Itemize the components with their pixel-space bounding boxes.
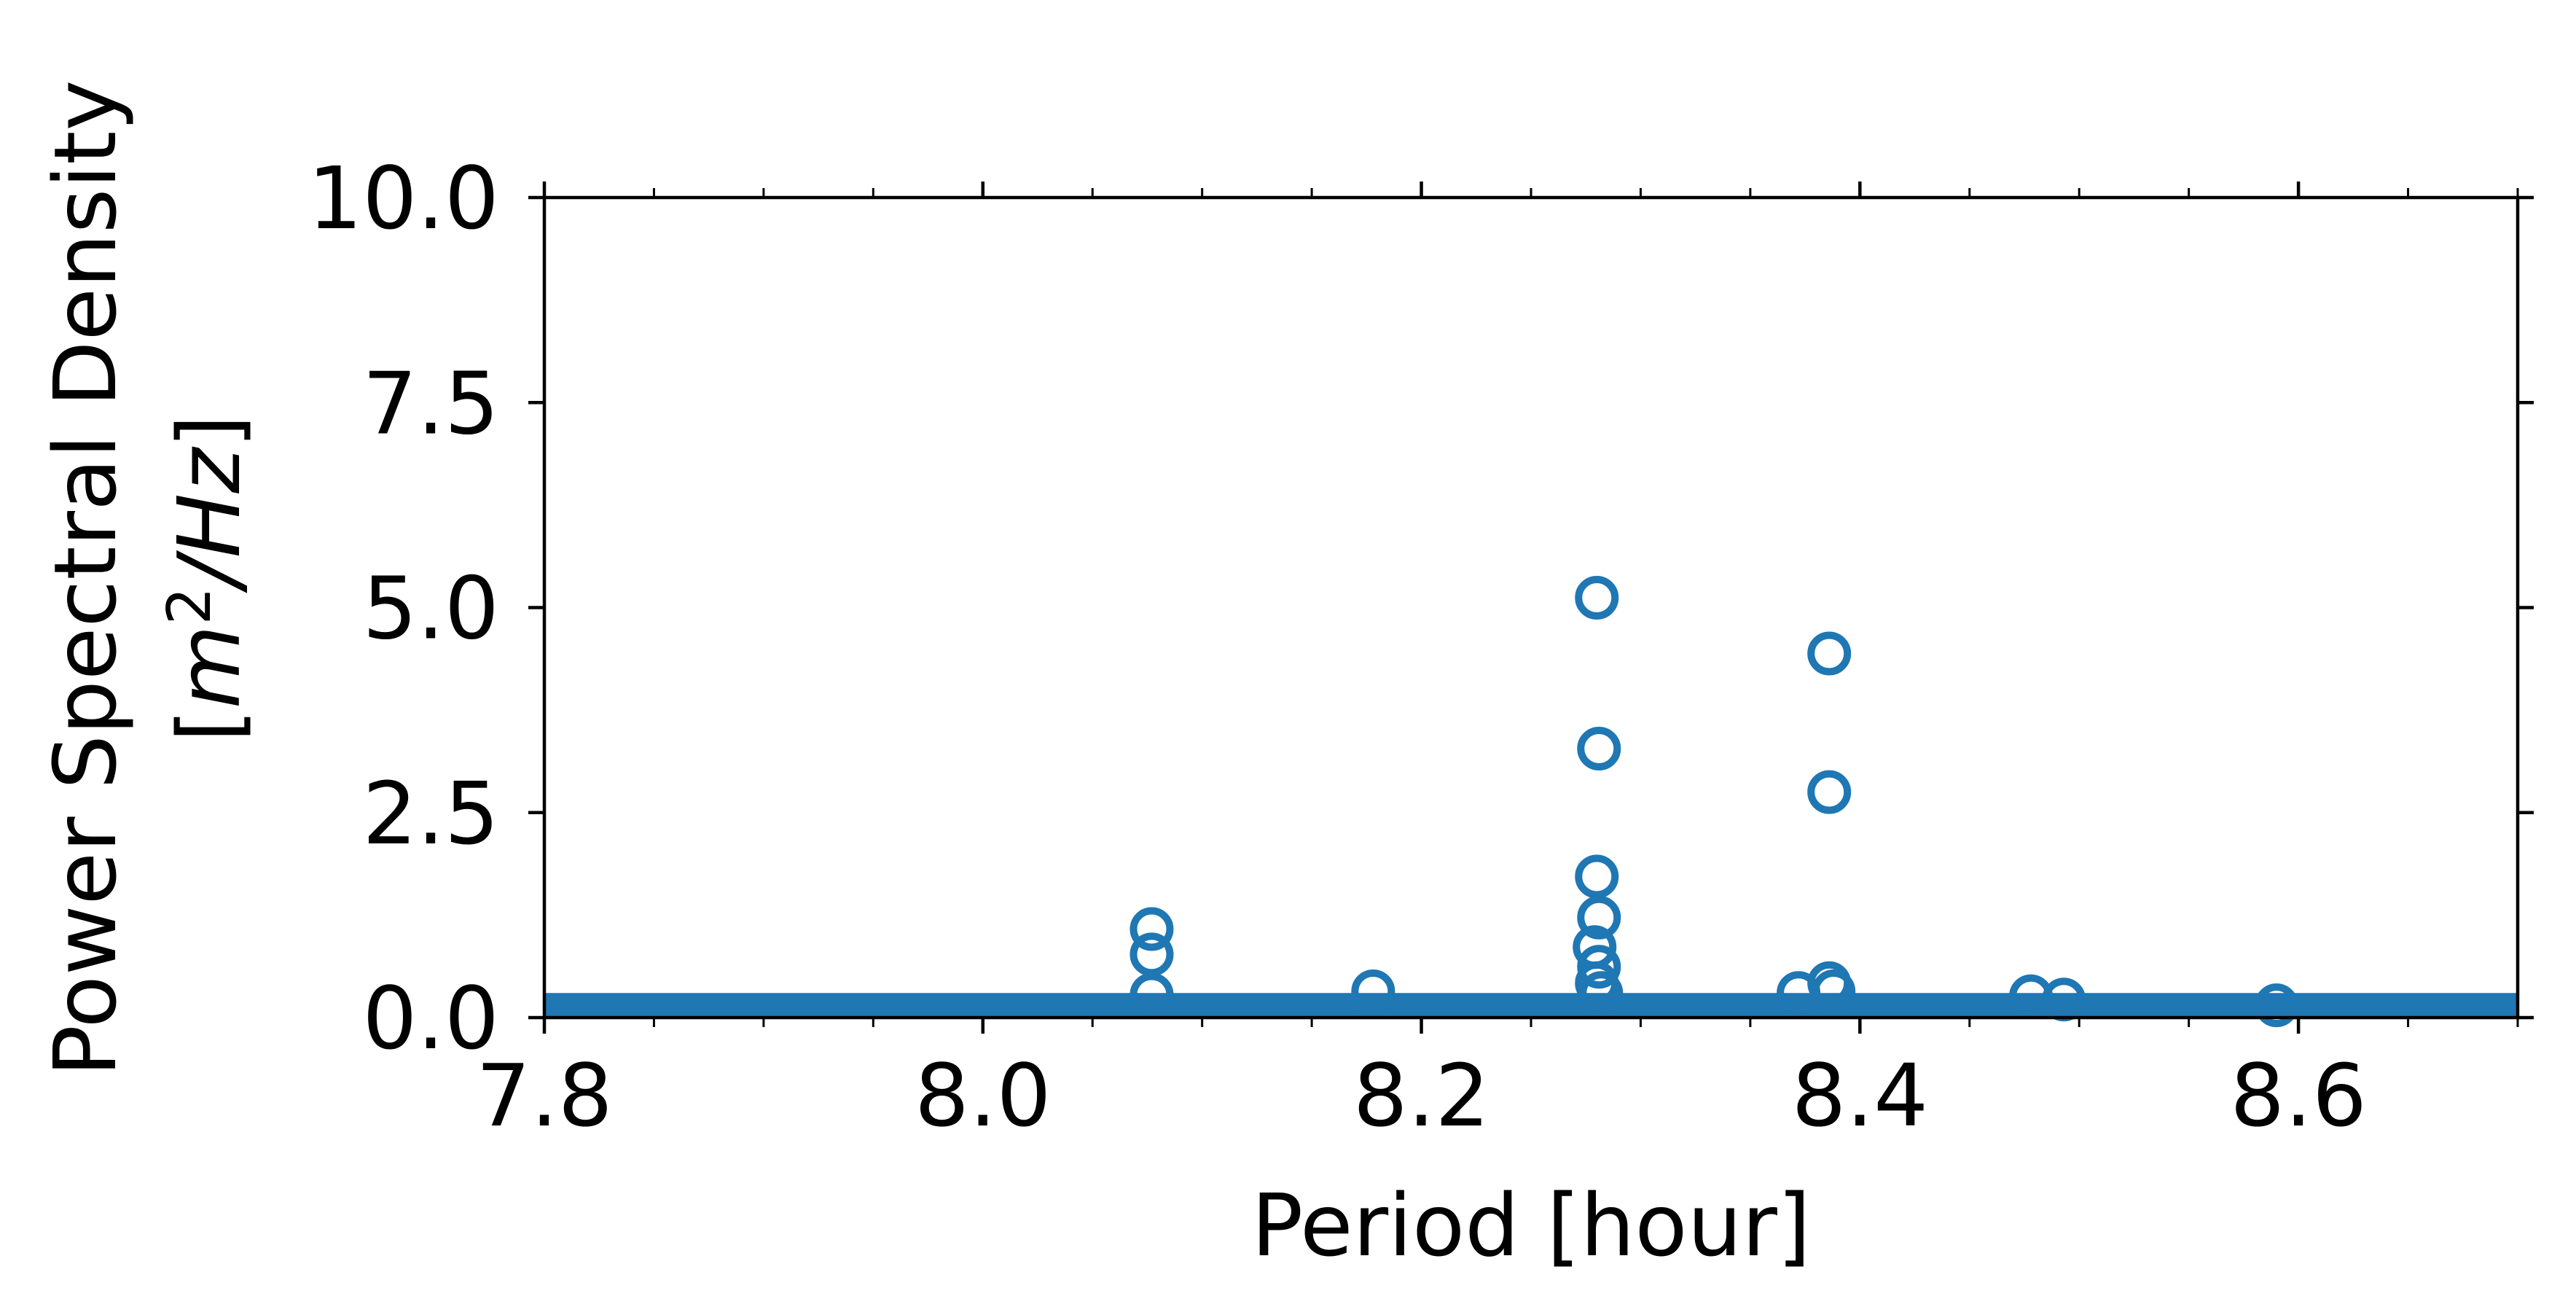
- unit-rest: /Hz: [159, 446, 259, 593]
- x-tick-label-4: 8.6: [2230, 1045, 2367, 1146]
- x-tick-label-1: 8.0: [915, 1045, 1052, 1146]
- x-tick-label-3: 8.4: [1791, 1045, 1928, 1146]
- data-point-5: [1577, 727, 1621, 770]
- data-point-19: [2255, 983, 2299, 1028]
- data-point-11: [1579, 971, 1624, 1015]
- y-axis-title-unit: [m2/Hz]: [155, 415, 259, 743]
- y-tick-labels: 0.0 2.5 5.0 7.5 10.0: [308, 148, 499, 1069]
- unit-exponent: 2: [155, 587, 224, 625]
- y-axis-title-line1: Power Spectral Density: [35, 80, 136, 1077]
- data-point-9: [1577, 945, 1621, 989]
- data-point-3: [1351, 969, 1395, 1013]
- data-point-7: [1577, 895, 1621, 940]
- baseline-band-layer: [544, 993, 2518, 1018]
- unit-close-bracket: ]: [159, 415, 259, 448]
- unit-base: m: [159, 625, 259, 709]
- y-tick-label-4: 10.0: [308, 148, 499, 249]
- data-point-0: [1130, 907, 1174, 951]
- y-tick-label-2: 5.0: [362, 558, 499, 659]
- x-tick-labels: 7.8 8.0 8.2 8.4 8.6: [476, 1045, 2367, 1146]
- data-point-6: [1575, 854, 1619, 899]
- y-axis-title: Power Spectral Density [m2/Hz]: [35, 80, 259, 1077]
- data-point-12: [1807, 631, 1852, 676]
- data-point-13: [1807, 770, 1852, 814]
- data-points-layer: [1130, 576, 2299, 1028]
- x-axis-title: Period [hour]: [1251, 1175, 1811, 1276]
- axis-ticks-layer: [528, 182, 2534, 1034]
- data-point-4: [1575, 576, 1619, 620]
- x-tick-label-0: 7.8: [476, 1045, 613, 1146]
- y-tick-label-0: 0.0: [362, 968, 499, 1069]
- y-tick-label-1: 2.5: [362, 763, 499, 864]
- data-point-16: [1812, 969, 1856, 1013]
- x-tick-label-2: 8.2: [1353, 1045, 1490, 1146]
- unit-open-bracket: [: [159, 709, 259, 742]
- data-point-1: [1130, 932, 1174, 977]
- plot-area-frame: [542, 195, 2520, 1020]
- data-point-2: [1130, 972, 1174, 1017]
- baseline-band: [544, 993, 2518, 1018]
- y-tick-label-3: 7.5: [362, 353, 499, 453]
